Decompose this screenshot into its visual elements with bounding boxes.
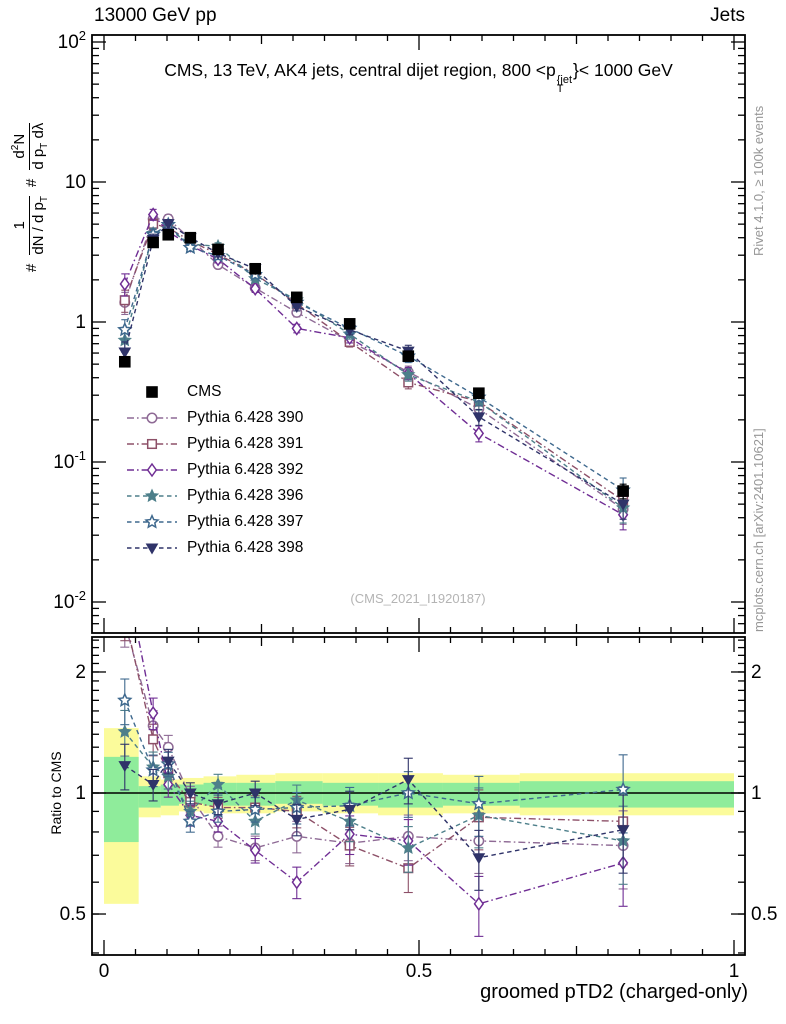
svg-text:1: 1 (75, 783, 86, 804)
legend-item-CMS: CMS (126, 379, 303, 405)
analysis-id-watermark: (CMS_2021_I1920187) (350, 591, 486, 606)
svg-text:1: 1 (729, 961, 740, 982)
legend-label: CMS (187, 383, 222, 400)
svg-text:10: 10 (65, 172, 86, 193)
legend-label: Pythia 6.428 392 (187, 461, 304, 478)
legend-marker-diamond-open (127, 462, 177, 478)
rivet-version-note: Rivet 4.1.0, ≥ 100k events (751, 105, 766, 256)
legend-marker-square-open (127, 438, 177, 450)
svg-text:102: 102 (58, 28, 86, 53)
svg-text:0.5: 0.5 (751, 904, 777, 925)
legend-marker-circle-open (127, 412, 177, 424)
legend-label: Pythia 6.428 391 (187, 435, 304, 452)
svg-text:2: 2 (75, 662, 86, 683)
legend-item-Pythia-6.428-390: Pythia 6.428 390 (126, 405, 303, 431)
legend-marker-square-filled (146, 386, 158, 398)
svg-text:0: 0 (99, 961, 110, 982)
y-axis-fraction-2: d2N d pT dλ (10, 122, 51, 170)
mcplots-reference-note: mcplots.cern.ch [arXiv:2401.10621] (751, 428, 766, 632)
legend-marker-triangle-down-filled (127, 543, 177, 555)
svg-text:10-2: 10-2 (53, 588, 86, 613)
legend-label: Pythia 6.428 390 (187, 409, 304, 426)
svg-text:1: 1 (751, 783, 762, 804)
legend-item-Pythia-6.428-398: Pythia 6.428 398 (126, 535, 303, 561)
svg-text:1: 1 (75, 312, 86, 333)
series-ratio-Pythia-6.428-391 (120, 637, 629, 894)
legend-label: Pythia 6.428 397 (187, 513, 304, 530)
x-axis-title: groomed pTD2 (charged-only) (480, 981, 748, 1003)
series-ratio-Pythia-6.428-398 (118, 743, 630, 891)
legend-marker-star-filled (127, 488, 177, 503)
y-axis-fraction-1: 1 dN / d pT (10, 196, 50, 255)
ratio-y-axis-title: Ratio to CMS (48, 751, 64, 835)
pt-jet-subscript: {jet T (556, 74, 573, 95)
legend-item-Pythia-6.428-391: Pythia 6.428 391 (126, 431, 303, 457)
header-process-label: Jets (710, 5, 745, 26)
axis-ticks (92, 35, 745, 955)
series-ratio-Pythia-6.428-392 (137, 637, 629, 937)
svg-text:0.5: 0.5 (406, 961, 432, 982)
main-y-axis-title: # 1 dN / d pT # d2N d pT dλ (10, 122, 51, 272)
axis-tick-labels: 0 0.5 1 102 10 1 10-1 10-2 2 2 1 1 0.5 0.5 (53, 28, 777, 982)
legend-item-Pythia-6.428-396: Pythia 6.428 396 (126, 483, 303, 509)
legend-marker-star-open (127, 513, 177, 529)
header-beam-label: 13000 GeV pp (94, 5, 217, 26)
legend-item-Pythia-6.428-397: Pythia 6.428 397 (126, 509, 303, 535)
plot-title: CMS, 13 TeV, AK4 jets, central dijet reg… (164, 60, 673, 95)
legend-label: Pythia 6.428 396 (187, 487, 304, 504)
legend-label: Pythia 6.428 398 (187, 539, 304, 556)
svg-text:2: 2 (751, 662, 762, 683)
series-main-CMS (118, 228, 629, 500)
legend-item-Pythia-6.428-392: Pythia 6.428 392 (126, 457, 303, 483)
svg-text:10-1: 10-1 (53, 448, 86, 473)
legend: CMS Pythia 6.428 390 Pythia 6.428 391 Pythi… (126, 379, 303, 561)
svg-text:0.5: 0.5 (60, 904, 86, 925)
series-ratio-Pythia-6.428-390 (120, 637, 629, 890)
